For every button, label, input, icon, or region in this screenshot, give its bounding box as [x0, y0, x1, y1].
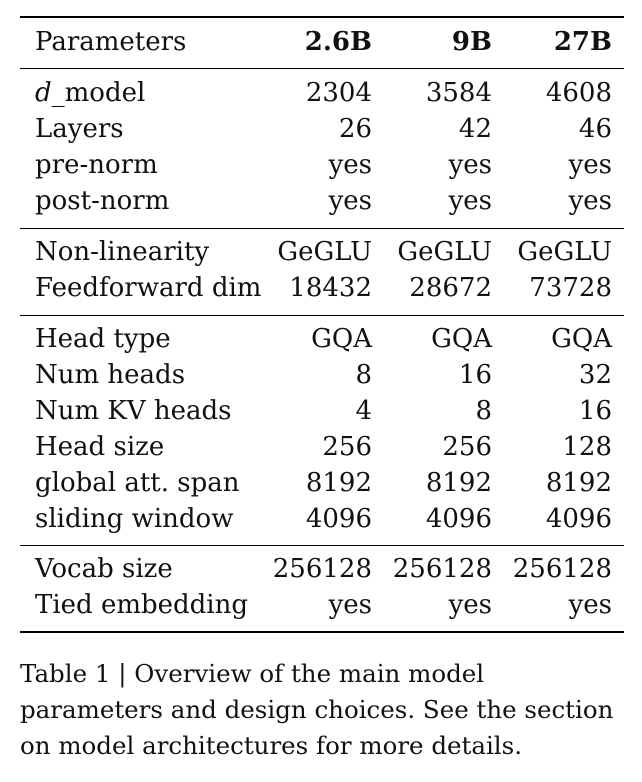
table-row: d_model 2304 3584 4608	[20, 75, 624, 111]
row-label: pre-norm	[35, 150, 158, 180]
row-value: GeGLU	[517, 237, 612, 267]
row-value: 16	[458, 360, 492, 390]
row-value: 32	[578, 360, 612, 390]
row-value: 42	[458, 114, 492, 144]
row-value: 8	[355, 360, 372, 390]
row-label: Layers	[35, 114, 124, 144]
group-divider	[20, 315, 624, 316]
row-value: yes	[568, 590, 612, 620]
row-value: 4096	[425, 504, 492, 534]
row-value: GeGLU	[277, 237, 372, 267]
row-label: d_model	[35, 78, 146, 108]
table-caption: Table 1 | Overview of the main model par…	[20, 659, 614, 760]
group-divider	[20, 545, 624, 546]
row-value: 4096	[545, 504, 612, 534]
row-label: Feedforward dim	[35, 273, 262, 303]
table-row: sliding window 4096 4096 4096	[20, 501, 624, 537]
header-label: Parameters	[35, 27, 187, 57]
row-value: 16	[578, 396, 612, 426]
table-row: Head type GQA GQA GQA	[20, 321, 624, 357]
row-value: yes	[448, 590, 492, 620]
header-col-2.6b: 2.6B	[304, 27, 372, 57]
row-value: yes	[328, 186, 372, 216]
row-value: 256128	[512, 554, 612, 584]
row-value: 28672	[409, 273, 492, 303]
row-value: 256128	[272, 554, 372, 584]
row-value: yes	[448, 150, 492, 180]
table-row: Vocab size 256128 256128 256128	[20, 551, 624, 587]
table-row: pre-norm yes yes yes	[20, 147, 624, 183]
row-value: 8192	[425, 468, 492, 498]
table-row: Num heads 8 16 32	[20, 357, 624, 393]
row-value: 8192	[305, 468, 372, 498]
row-label: post-norm	[35, 186, 170, 216]
row-value: 3584	[425, 78, 492, 108]
row-value: 128	[562, 432, 612, 462]
top-rule	[20, 16, 624, 18]
row-label: global att. span	[35, 468, 240, 498]
row-value: 46	[578, 114, 612, 144]
row-label: Tied embedding	[35, 590, 249, 620]
row-value: yes	[328, 150, 372, 180]
row-value: 26	[338, 114, 372, 144]
row-value: GQA	[551, 324, 612, 354]
table-row: post-norm yes yes yes	[20, 183, 624, 219]
header-rule	[20, 68, 624, 69]
row-value: 8	[475, 396, 492, 426]
row-value: 4096	[305, 504, 372, 534]
row-value: 4608	[545, 78, 612, 108]
row-value: yes	[448, 186, 492, 216]
table-row: Feedforward dim 18432 28672 73728	[20, 270, 624, 306]
row-value: 8192	[545, 468, 612, 498]
row-value: 256	[442, 432, 492, 462]
row-label: Vocab size	[35, 554, 173, 584]
table-row: Layers 26 42 46	[20, 111, 624, 147]
row-label: Num KV heads	[35, 396, 232, 426]
row-value: 2304	[305, 78, 372, 108]
row-value: yes	[328, 590, 372, 620]
table-row: Tied embedding yes yes yes	[20, 587, 624, 623]
row-value: GeGLU	[397, 237, 492, 267]
table-row: Head size 256 256 128	[20, 429, 624, 465]
group-divider	[20, 228, 624, 229]
row-label: sliding window	[35, 504, 234, 534]
row-value: yes	[568, 186, 612, 216]
row-label: Head size	[35, 432, 165, 462]
row-label: Num heads	[35, 360, 186, 390]
row-value: 256128	[392, 554, 492, 584]
row-value: GQA	[431, 324, 492, 354]
row-label: Head type	[35, 324, 171, 354]
row-value: yes	[568, 150, 612, 180]
header-col-9b: 9B	[451, 27, 492, 57]
row-value: 256	[322, 432, 372, 462]
header-col-27b: 27B	[553, 27, 612, 57]
table-row: global att. span 8192 8192 8192	[20, 465, 624, 501]
bottom-rule	[20, 631, 624, 633]
header-row: Parameters 2.6B 9B 27B	[20, 24, 624, 60]
row-value: 4	[355, 396, 372, 426]
row-label: Non-linearity	[35, 237, 210, 267]
row-value: GQA	[311, 324, 372, 354]
table-row: Num KV heads 4 8 16	[20, 393, 624, 429]
row-value: 73728	[529, 273, 612, 303]
table-row: Non-linearity GeGLU GeGLU GeGLU	[20, 234, 624, 270]
row-value: 18432	[289, 273, 372, 303]
